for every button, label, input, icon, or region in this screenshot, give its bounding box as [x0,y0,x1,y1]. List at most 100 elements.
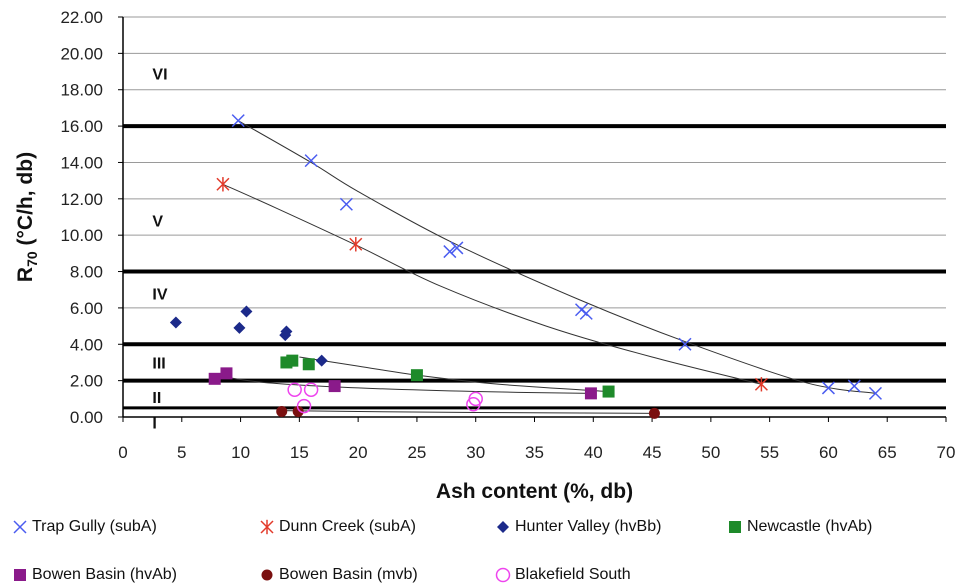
point-series0-8 [821,381,835,395]
x-tick-label-6: 30 [466,443,485,462]
point-series6-4 [468,391,483,407]
band-label-1: V [152,214,163,231]
legend-marker-icon [260,519,274,535]
point-series1-2 [754,377,768,392]
trend-line-4 [281,410,655,414]
y-tick-label-8: 16.00 [60,117,103,136]
legend-item-2: Hunter Valley (hvBb) [495,515,661,539]
y-tick-label-4: 8.00 [70,263,103,282]
point-series0-9 [847,379,861,393]
y-tick-label-0: 0.00 [70,408,103,427]
legend-item-1: Dunn Creek (subA) [259,515,416,539]
y-tick-label-6: 12.00 [60,190,103,209]
point-series2-5 [315,354,328,367]
point-series4-2 [328,380,341,393]
scatter-chart: 0 5 10 15 20 25 30 35 40 45 50 55 60 65 70 0.00 2.00 4.0… [14,8,956,503]
legend-label: Newcastle (hvAb) [747,518,873,535]
point-series6-0 [287,382,302,397]
point-series2-2 [240,305,253,318]
y-axis-ticks: 0.00 2.00 4.00 6.00 8.00 10.00 12.00 14.00 16.00… [60,8,123,427]
x-tick-label-4: 20 [349,443,368,462]
y-tick-label-11: 22.00 [60,8,103,27]
y-tick-label-9: 18.00 [60,81,103,100]
y-tick-label-3: 6.00 [70,299,103,318]
legend-marker-icon [13,520,27,534]
class-band-lines [123,124,946,410]
grid-lines [123,16,946,418]
legend-marker-2 [497,521,509,533]
y-tick-label-5: 10.00 [60,226,103,245]
band-label-2: IV [152,286,167,303]
y-tick-label-1: 2.00 [70,372,103,391]
trend-line-1 [222,183,762,385]
point-series0-7 [678,337,692,351]
legend-marker-icon [261,569,273,581]
legend-label: Hunter Valley (hvBb) [515,518,662,535]
x-tick-label-2: 10 [231,443,250,462]
point-series3-4 [602,385,615,398]
y-tick-label-10: 20.00 [60,44,103,63]
band-label-5: I [152,415,156,432]
legend-marker-3 [729,521,741,533]
point-series6-1 [296,398,312,414]
x-tick-label-1: 5 [177,443,186,462]
legend-marker-icon [14,569,26,581]
point-series0-10 [868,386,882,400]
x-tick-label-12: 60 [819,443,838,462]
legend-marker-icon [495,567,511,583]
point-series2-1 [233,321,246,334]
point-series6-2 [303,382,319,397]
point-series0-1 [304,154,318,168]
trend-line-2 [299,356,609,393]
legend-label: Trap Gully (subA) [32,518,157,535]
point-series2-4 [280,325,293,338]
legend-label: Bowen Basin (hvAb) [32,566,177,583]
point-series1-0 [216,177,230,192]
x-axis-title: Ash content (%, db) [436,480,633,503]
x-tick-label-0: 0 [118,443,127,462]
x-tick-label-3: 15 [290,443,309,462]
x-tick-label-9: 45 [643,443,662,462]
x-tick-label-14: 70 [937,443,956,462]
legend-label: Dunn Creek (subA) [279,518,416,535]
legend-item-6: Blakefield South [495,563,631,587]
legend-marker-4 [14,569,26,581]
trend-lines [214,120,876,414]
x-tick-label-13: 65 [878,443,897,462]
x-tick-label-10: 50 [701,443,720,462]
x-tick-label-11: 55 [760,443,779,462]
y-axis-title: R70 (°C/h, db) [14,152,40,282]
legend-item-4: Bowen Basin (hvAb) [12,563,177,587]
trend-line-3 [214,374,591,394]
point-series0-2 [339,197,353,211]
point-series5-2 [648,407,660,419]
point-series4-0 [208,372,221,385]
point-series3-2 [302,358,315,371]
data-points [169,114,882,419]
point-series1-1 [349,237,363,252]
legend-item-3: Newcastle (hvAb) [727,515,872,539]
legend-marker-5 [261,569,273,581]
trend-line-0 [237,120,876,394]
legend-marker-0 [13,520,27,534]
legend-marker-6 [495,567,511,583]
y-axis-title-rest: (°C/h, db) [14,152,37,251]
plot-frame [122,17,946,418]
point-series0-3 [443,245,457,259]
chart-legend: Trap Gully (subA) Dunn Creek (subA) Hunter… [0,512,962,587]
point-series0-0 [231,114,245,128]
point-series5-0 [276,406,288,418]
point-series0-6 [579,306,593,320]
point-series3-3 [410,369,423,382]
legend-marker-icon [497,521,509,533]
legend-item-5: Bowen Basin (mvb) [259,563,418,587]
y-tick-label-2: 4.00 [70,335,103,354]
legend-marker-icon [729,521,741,533]
x-tick-label-7: 35 [525,443,544,462]
y-axis-title-subscript: 70 [24,251,40,267]
band-label-0: VI [152,66,167,83]
point-series5-1 [292,406,304,418]
band-label-4: II [152,390,161,407]
point-series4-3 [584,387,597,400]
